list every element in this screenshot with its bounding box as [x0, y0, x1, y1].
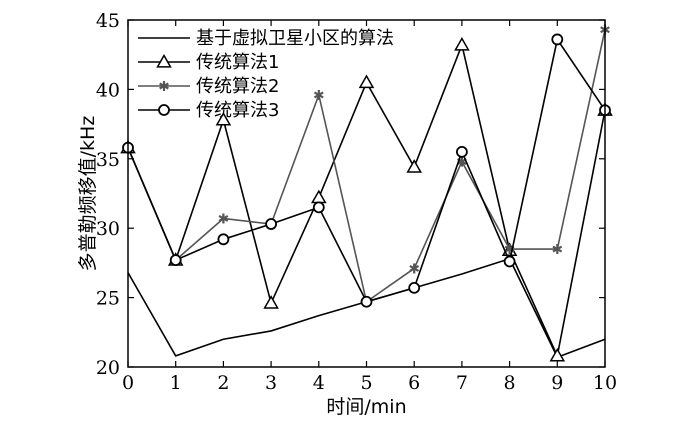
- x-tick-label: 5: [360, 372, 372, 394]
- x-tick-label: 3: [265, 372, 277, 394]
- legend-label: 传统算法3: [196, 100, 279, 121]
- x-tick-label: 4: [313, 372, 325, 394]
- y-tick-label: 25: [96, 288, 120, 310]
- legend-item: 传统算法2: [138, 76, 279, 97]
- data-point: [263, 295, 279, 309]
- x-tick-label: 6: [408, 372, 420, 394]
- series-1: [127, 257, 606, 359]
- x-tick-label: 9: [551, 372, 563, 394]
- y-axis-title: 多普勒频移值/kHz: [77, 116, 99, 272]
- data-point: [312, 201, 325, 214]
- series-line: [127, 257, 606, 359]
- x-tick-label: 0: [122, 372, 134, 394]
- x-tick-label: 8: [504, 372, 516, 394]
- x-tick-label: 10: [593, 372, 617, 394]
- x-tick-label: 2: [217, 372, 229, 394]
- data-point: [313, 89, 324, 100]
- plot-area: [120, 24, 613, 362]
- legend-marker: [156, 53, 172, 68]
- legend-item: 传统算法1: [138, 52, 279, 73]
- y-tick-label: 40: [96, 79, 120, 101]
- data-point: [360, 295, 373, 308]
- data-point: [311, 189, 327, 204]
- legend-label: 传统算法2: [196, 76, 279, 97]
- data-point: [454, 36, 470, 51]
- data-point: [215, 111, 232, 126]
- y-tick-label: 35: [96, 149, 120, 171]
- data-point: [409, 263, 420, 274]
- data-point: [455, 145, 468, 158]
- data-point: [406, 159, 422, 173]
- legend-marker: [158, 104, 170, 116]
- data-point: [358, 74, 375, 89]
- series-2: [120, 36, 613, 362]
- legend-item: 基于虚拟卫星小区的算法: [138, 28, 394, 49]
- data-point: [551, 33, 564, 46]
- x-axis-title: 时间/min: [326, 396, 406, 418]
- x-tick-label: 1: [170, 372, 182, 394]
- legend-label: 基于虚拟卫星小区的算法: [196, 28, 394, 49]
- legend-marker: [159, 81, 169, 91]
- y-tick-label: 20: [96, 357, 120, 379]
- data-point: [503, 255, 516, 268]
- y-tick-label: 30: [96, 218, 120, 240]
- data-point: [265, 218, 278, 230]
- data-point: [552, 244, 563, 255]
- data-point: [217, 233, 230, 246]
- legend-item: 传统算法3: [138, 100, 279, 121]
- y-tick-label: 45: [96, 10, 120, 32]
- legend-label: 传统算法1: [196, 52, 279, 73]
- data-point: [218, 213, 229, 224]
- x-tick-label: 7: [456, 372, 468, 394]
- data-point: [408, 281, 421, 294]
- data-point: [169, 254, 182, 267]
- data-point: [549, 347, 566, 362]
